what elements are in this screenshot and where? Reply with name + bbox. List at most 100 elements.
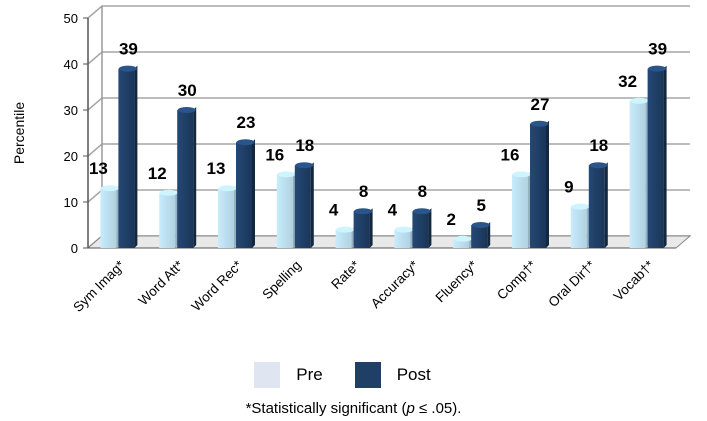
legend-item-pre: Pre bbox=[254, 362, 344, 388]
bar-cap-pre bbox=[453, 235, 472, 242]
data-label-post: 30 bbox=[178, 81, 197, 100]
data-label-post: 39 bbox=[648, 40, 667, 59]
bar-side-post bbox=[546, 120, 549, 248]
bar-pre bbox=[100, 188, 117, 248]
bar-side-post bbox=[252, 139, 255, 248]
bar-post bbox=[471, 225, 488, 248]
legend-swatch-post bbox=[354, 362, 381, 388]
bar-cap-pre bbox=[336, 226, 355, 233]
bar-pre bbox=[570, 206, 587, 248]
legend-label-post: Post bbox=[396, 365, 431, 384]
bar-cap-post bbox=[589, 162, 608, 169]
footnote-p: p bbox=[406, 400, 415, 417]
category-label: Word Rec* bbox=[189, 257, 246, 314]
legend-label-pre: Pre bbox=[296, 365, 323, 384]
data-label-pre: 9 bbox=[564, 178, 573, 197]
bar-cap-pre bbox=[100, 185, 119, 192]
bar-cap-pre bbox=[159, 189, 178, 196]
bar-side-post bbox=[428, 208, 432, 248]
gridline bbox=[87, 5, 690, 19]
data-label-post: 8 bbox=[418, 182, 427, 201]
bar-cap-pre bbox=[277, 171, 296, 178]
bar-post bbox=[294, 165, 311, 248]
data-label-pre: 4 bbox=[329, 201, 339, 220]
data-label-post: 18 bbox=[295, 136, 314, 155]
y-tick-label: 0 bbox=[71, 241, 78, 256]
y-axis-title: Percentile bbox=[11, 102, 27, 164]
data-label-pre: 16 bbox=[501, 145, 520, 164]
footnote-prefix: *Statistically significant ( bbox=[245, 400, 407, 417]
data-label-pre: 4 bbox=[388, 201, 398, 220]
category-label: Word Att* bbox=[136, 257, 187, 308]
footnote-suffix: ≤ .05). bbox=[414, 400, 462, 417]
data-label-post: 23 bbox=[237, 113, 256, 132]
category-label: Spelling bbox=[259, 258, 304, 303]
data-label-post: 18 bbox=[589, 136, 608, 155]
bar-pre bbox=[512, 174, 528, 248]
category-label: Rate* bbox=[328, 257, 363, 292]
bar-pre bbox=[629, 100, 646, 248]
y-tick-label: 30 bbox=[64, 103, 78, 118]
category-label: Sym Imag* bbox=[70, 257, 128, 315]
bar-cap-pre bbox=[512, 171, 531, 178]
legend: Pre Post bbox=[0, 358, 707, 392]
bar-cap-post bbox=[354, 208, 373, 215]
bar-pre bbox=[218, 188, 234, 248]
bar-post bbox=[118, 68, 135, 248]
legend-swatch-pre bbox=[254, 362, 281, 388]
bar-post bbox=[353, 211, 370, 248]
bar-cap-post bbox=[295, 162, 314, 169]
data-label-pre: 13 bbox=[89, 159, 108, 178]
bar-side-post bbox=[134, 65, 138, 248]
bar-pre bbox=[276, 174, 293, 248]
bar-side-post bbox=[604, 162, 608, 248]
y-tick-label: 40 bbox=[64, 57, 78, 72]
bar-pre bbox=[159, 192, 176, 248]
bar-side-post bbox=[663, 65, 667, 248]
bar-side-post bbox=[310, 162, 314, 248]
bar-cap-post bbox=[118, 65, 137, 72]
bar-post bbox=[647, 68, 664, 248]
data-label-post: 39 bbox=[119, 40, 138, 59]
bar-cap-post bbox=[530, 120, 549, 127]
bar-cap-pre bbox=[630, 97, 649, 104]
category-label: Accuracy* bbox=[368, 257, 422, 311]
y-tick-label: 10 bbox=[64, 195, 78, 210]
bar-post bbox=[236, 142, 252, 248]
y-tick-label: 50 bbox=[64, 11, 78, 26]
bar-post bbox=[412, 211, 429, 248]
data-label-pre: 16 bbox=[265, 145, 284, 164]
gridline bbox=[87, 51, 690, 65]
data-label-pre: 2 bbox=[446, 210, 455, 229]
bar-cap-post bbox=[471, 222, 490, 228]
data-label-post: 8 bbox=[359, 182, 368, 201]
bar-cap-post bbox=[648, 65, 667, 72]
bar-cap-post bbox=[412, 208, 431, 215]
bar-pre bbox=[335, 229, 352, 248]
category-label: Comp†* bbox=[494, 257, 540, 303]
category-label: Oral Dir†* bbox=[545, 257, 598, 310]
bar-post bbox=[588, 165, 605, 248]
bar-pre bbox=[394, 229, 411, 248]
bar-side-post bbox=[487, 222, 491, 248]
y-tick-label: 20 bbox=[64, 149, 78, 164]
bar-post bbox=[177, 110, 194, 248]
bar-chart: 0 10 20 30 40 50 Percentile 13 39 Sym Imag* 12 30 Wo… bbox=[11, 5, 692, 315]
data-label-pre: 13 bbox=[207, 159, 226, 178]
bar-cap-pre bbox=[571, 203, 590, 210]
data-label-post: 5 bbox=[476, 196, 485, 215]
category-label: Vocab†* bbox=[611, 257, 658, 304]
bar-cap-pre bbox=[394, 226, 413, 233]
bar-side-post bbox=[193, 107, 197, 248]
bar-cap-post bbox=[236, 139, 255, 146]
data-label-pre: 32 bbox=[618, 72, 637, 91]
bar-cap-pre bbox=[218, 185, 237, 192]
bar-post bbox=[530, 123, 546, 248]
bar-side-post bbox=[369, 208, 373, 248]
bar-pre bbox=[453, 238, 470, 248]
category-label: Fluency* bbox=[433, 257, 481, 305]
legend-item-post: Post bbox=[354, 362, 453, 388]
bar-cap-post bbox=[177, 107, 196, 113]
footnote: *Statistically significant (p ≤ .05). bbox=[0, 400, 707, 417]
data-label-post: 27 bbox=[531, 95, 550, 114]
